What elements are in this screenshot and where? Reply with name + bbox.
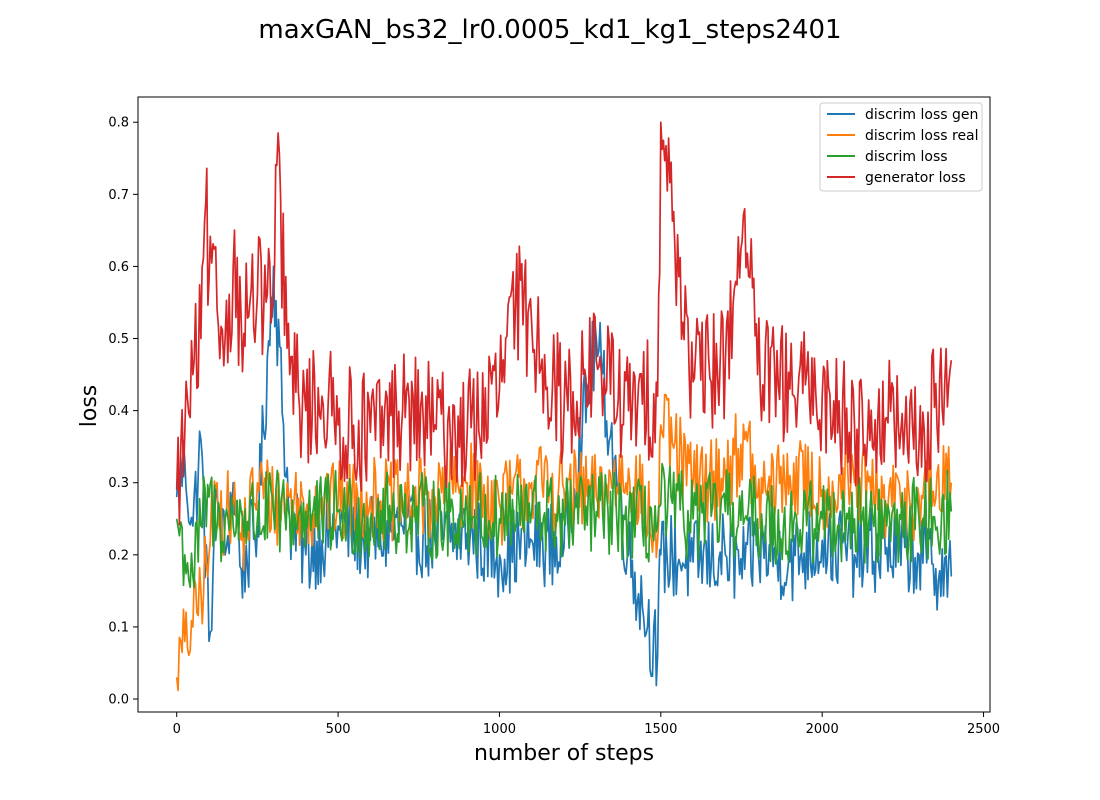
- y-axis-ticks: 0.0 0.1 0.2 0.3 0.4 0.5 0.6 0.7 0.8: [108, 116, 138, 708]
- legend-box: [819, 102, 983, 192]
- chart-title: maxGAN_bs32_lr0.0005_kd1_kg1_steps2401: [258, 15, 841, 45]
- x-tick-label: 1500: [644, 722, 677, 737]
- x-axis-label: number of steps: [474, 741, 654, 766]
- x-tick-label: 1000: [483, 722, 516, 737]
- x-tick-label: 2000: [806, 722, 839, 737]
- legend: discrim loss gen discrim loss real discrim…: [819, 102, 983, 192]
- legend-label: generator loss: [865, 170, 966, 186]
- legend-label: discrim loss: [865, 149, 948, 165]
- y-tick-label: 0.7: [108, 188, 129, 203]
- series-line-3: [175, 121, 953, 526]
- y-tick-label: 0.0: [108, 693, 129, 708]
- x-tick-label: 500: [326, 722, 351, 737]
- series-line-1: [175, 393, 953, 692]
- series-layer: [175, 121, 953, 692]
- plot-area: [137, 96, 991, 713]
- y-tick-label: 0.8: [108, 116, 129, 131]
- y-tick-label: 0.2: [108, 548, 129, 563]
- x-axis-ticks: 0 500 1000 1500 2000 2500: [173, 712, 1000, 737]
- legend-label: discrim loss real: [865, 128, 979, 144]
- axes-frame: [137, 96, 991, 713]
- series-line-0: [175, 265, 953, 687]
- y-axis-label: loss: [77, 385, 102, 428]
- y-tick-label: 0.1: [108, 620, 129, 635]
- x-tick-label: 0: [173, 722, 181, 737]
- y-tick-label: 0.5: [108, 332, 129, 347]
- series-line-2: [175, 462, 953, 589]
- legend-label: discrim loss gen: [865, 107, 978, 123]
- y-tick-label: 0.4: [108, 404, 129, 419]
- y-tick-label: 0.3: [108, 476, 129, 491]
- y-tick-label: 0.6: [108, 260, 129, 275]
- x-tick-label: 2500: [967, 722, 1000, 737]
